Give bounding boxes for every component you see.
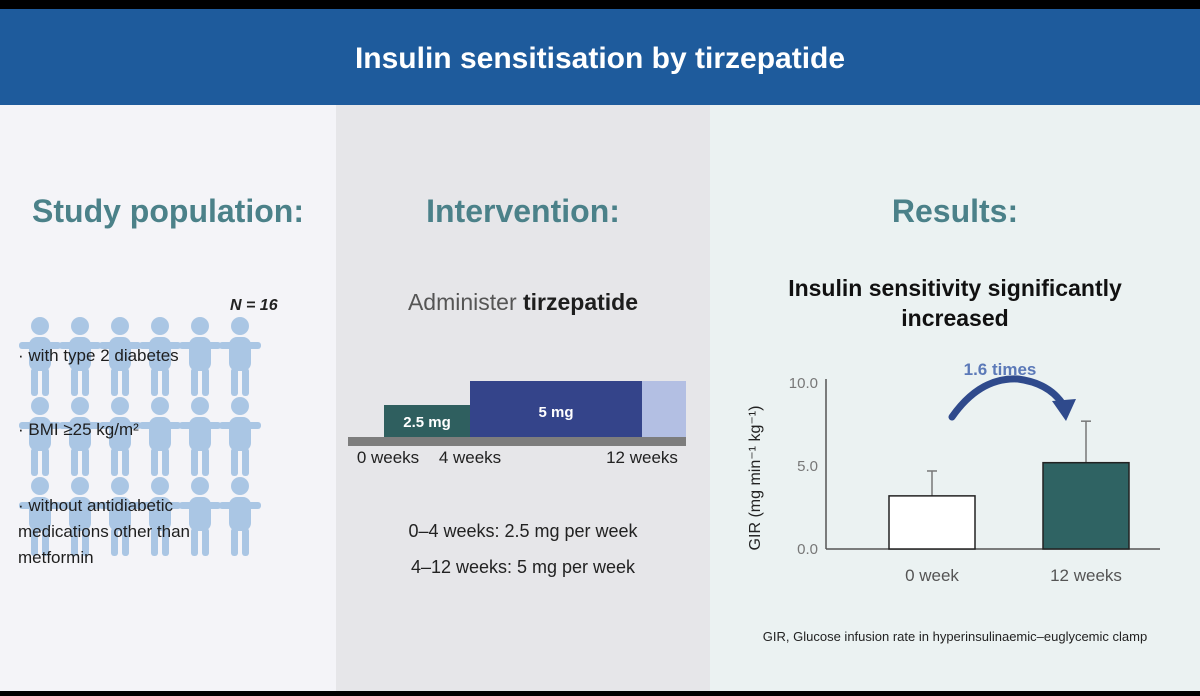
person-figure-icon — [219, 397, 261, 476]
person-figure-icon — [99, 317, 141, 396]
administer-line: Administer tirzepatide — [336, 289, 710, 316]
timeline-continuation — [642, 381, 686, 437]
person-figure-icon — [99, 477, 141, 556]
chart-y-tick-label: 5.0 — [797, 458, 818, 475]
gir-footnote: GIR, Glucose infusion rate in hyperinsul… — [762, 629, 1148, 644]
chart-y-tick-label: 0.0 — [797, 541, 818, 558]
chart-category-label: 0 week — [905, 566, 959, 585]
chart-category-label: 12 weeks — [1050, 566, 1122, 585]
results-panel: Results: Insulin sensitivity significant… — [710, 105, 1200, 691]
person-figure-icon — [179, 317, 221, 396]
dosing-timeline: 2.5 mg 5 mg 0 weeks 4 weeks 12 weeks — [348, 381, 686, 467]
timeline-tick-label: 12 weeks — [606, 448, 678, 467]
dose-line-first: 0–4 weeks: 2.5 mg per week — [408, 521, 638, 541]
slide: Insulin sensitisation by tirzepatide Stu… — [0, 9, 1200, 691]
person-figure-icon — [59, 397, 101, 476]
curved-arrow-icon — [948, 375, 1076, 421]
timeline-tick-label: 0 weeks — [357, 448, 419, 467]
results-heading: Results: — [891, 193, 1019, 229]
intervention-panel: Intervention: Administer tirzepatide 2.5… — [336, 105, 710, 691]
criterion-medications: · without antidiabetic medications other… — [18, 496, 190, 567]
person-figure-icon — [139, 397, 181, 476]
timeline-baseline — [348, 437, 686, 446]
person-figure-icon — [19, 397, 61, 476]
criterion-bmi: · BMI ≥25 kg/m² — [18, 420, 139, 439]
slide-title: Insulin sensitisation by tirzepatide — [0, 9, 1200, 105]
sample-size-label: N = 16 — [230, 297, 278, 314]
gir-bar-chart: GIR (mg min⁻¹ kg⁻¹) 0.0 5.0 10.0 0 week 12 we… — [747, 360, 1160, 585]
person-figure-icon — [179, 477, 221, 556]
person-figure-icon — [59, 317, 101, 396]
study-population-heading: Study population: — [32, 193, 304, 229]
person-figure-icon — [19, 477, 61, 556]
dose-segment-label: 5 mg — [538, 404, 573, 421]
person-figure-icon — [19, 317, 61, 396]
timeline-tick-label: 4 weeks — [439, 448, 501, 467]
intervention-heading: Intervention: — [426, 193, 620, 229]
dose-segment-label: 2.5 mg — [403, 414, 451, 431]
dose-segment-bar — [470, 381, 642, 437]
person-figure-icon — [219, 477, 261, 556]
administer-prefix: Administer — [407, 289, 523, 315]
people-figures-illustration — [19, 317, 261, 556]
drug-name: tirzepatide — [523, 289, 639, 315]
study-population-panel: Study population: N = 16 · with type 2 d… — [0, 105, 336, 691]
gir-bar — [888, 495, 976, 550]
person-figure-icon — [219, 317, 261, 396]
chart-y-axis-label: GIR (mg min⁻¹ kg⁻¹) — [747, 406, 764, 551]
fold-change-annotation: 1.6 times — [964, 360, 1037, 379]
criterion-type2-diabetes: · with type 2 diabetes — [18, 346, 179, 365]
person-figure-icon — [99, 397, 141, 476]
person-figure-icon — [59, 477, 101, 556]
person-figure-icon — [139, 477, 181, 556]
chart-y-tick-label: 10.0 — [789, 375, 818, 392]
results-subtitle: Insulin sensitivity significantly increa… — [788, 275, 1122, 331]
person-figure-icon — [139, 317, 181, 396]
person-figure-icon — [179, 397, 221, 476]
dose-line-second: 4–12 weeks: 5 mg per week — [410, 557, 636, 577]
dose-segment-bar — [384, 405, 470, 437]
gir-bar — [1042, 461, 1130, 550]
